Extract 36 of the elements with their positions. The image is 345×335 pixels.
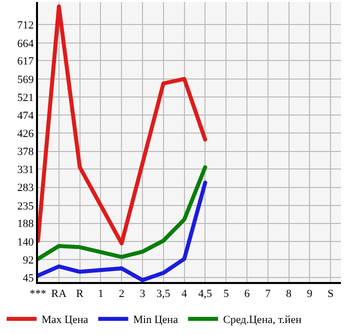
x-tick-label: 9 bbox=[306, 288, 313, 300]
legend-label: Сред.Цена, т.йен bbox=[223, 314, 302, 326]
y-tick-label: 474 bbox=[17, 110, 34, 122]
y-tick-label: 140 bbox=[17, 236, 34, 248]
y-tick-label: 92 bbox=[22, 254, 34, 266]
y-tick-label: 283 bbox=[17, 182, 34, 194]
x-tick-label: 5 bbox=[223, 288, 230, 300]
x-tick-label: RA bbox=[51, 288, 67, 300]
y-tick-label: 235 bbox=[17, 200, 34, 212]
y-tick-label: 664 bbox=[17, 38, 34, 50]
y-tick-label: 426 bbox=[17, 128, 34, 140]
x-tick-label: 3,5 bbox=[156, 288, 171, 300]
x-tick-label: 8 bbox=[286, 288, 292, 300]
y-tick-label: 378 bbox=[17, 146, 34, 158]
y-tick-label: 45 bbox=[22, 272, 34, 284]
line-series bbox=[38, 180, 208, 282]
y-tick-label: 712 bbox=[17, 20, 34, 32]
y-tick-label: 188 bbox=[17, 218, 34, 230]
y-tick-label: 331 bbox=[17, 164, 34, 176]
y-tick-label: 617 bbox=[17, 56, 34, 68]
legend-label: Max Цена bbox=[42, 314, 88, 326]
y-tick-label: 569 bbox=[17, 74, 34, 86]
y-tick-label: 521 bbox=[17, 92, 34, 104]
x-tick-label: 6 bbox=[244, 288, 250, 300]
x-tick-label: 4 bbox=[182, 288, 188, 300]
legend-label: Min Цена bbox=[133, 314, 178, 326]
line-series bbox=[38, 4, 208, 246]
x-tick-label: *** bbox=[30, 288, 46, 300]
x-tick-label: 4,5 bbox=[198, 288, 213, 300]
x-tick-label: 3 bbox=[140, 288, 146, 300]
x-tick-label: 2 bbox=[118, 288, 124, 300]
x-tick-label: R bbox=[76, 288, 84, 300]
line-series bbox=[38, 165, 208, 261]
x-tick-label: 7 bbox=[265, 288, 272, 300]
x-tick-label: S bbox=[327, 288, 334, 300]
x-tick-label: 1 bbox=[98, 288, 104, 300]
